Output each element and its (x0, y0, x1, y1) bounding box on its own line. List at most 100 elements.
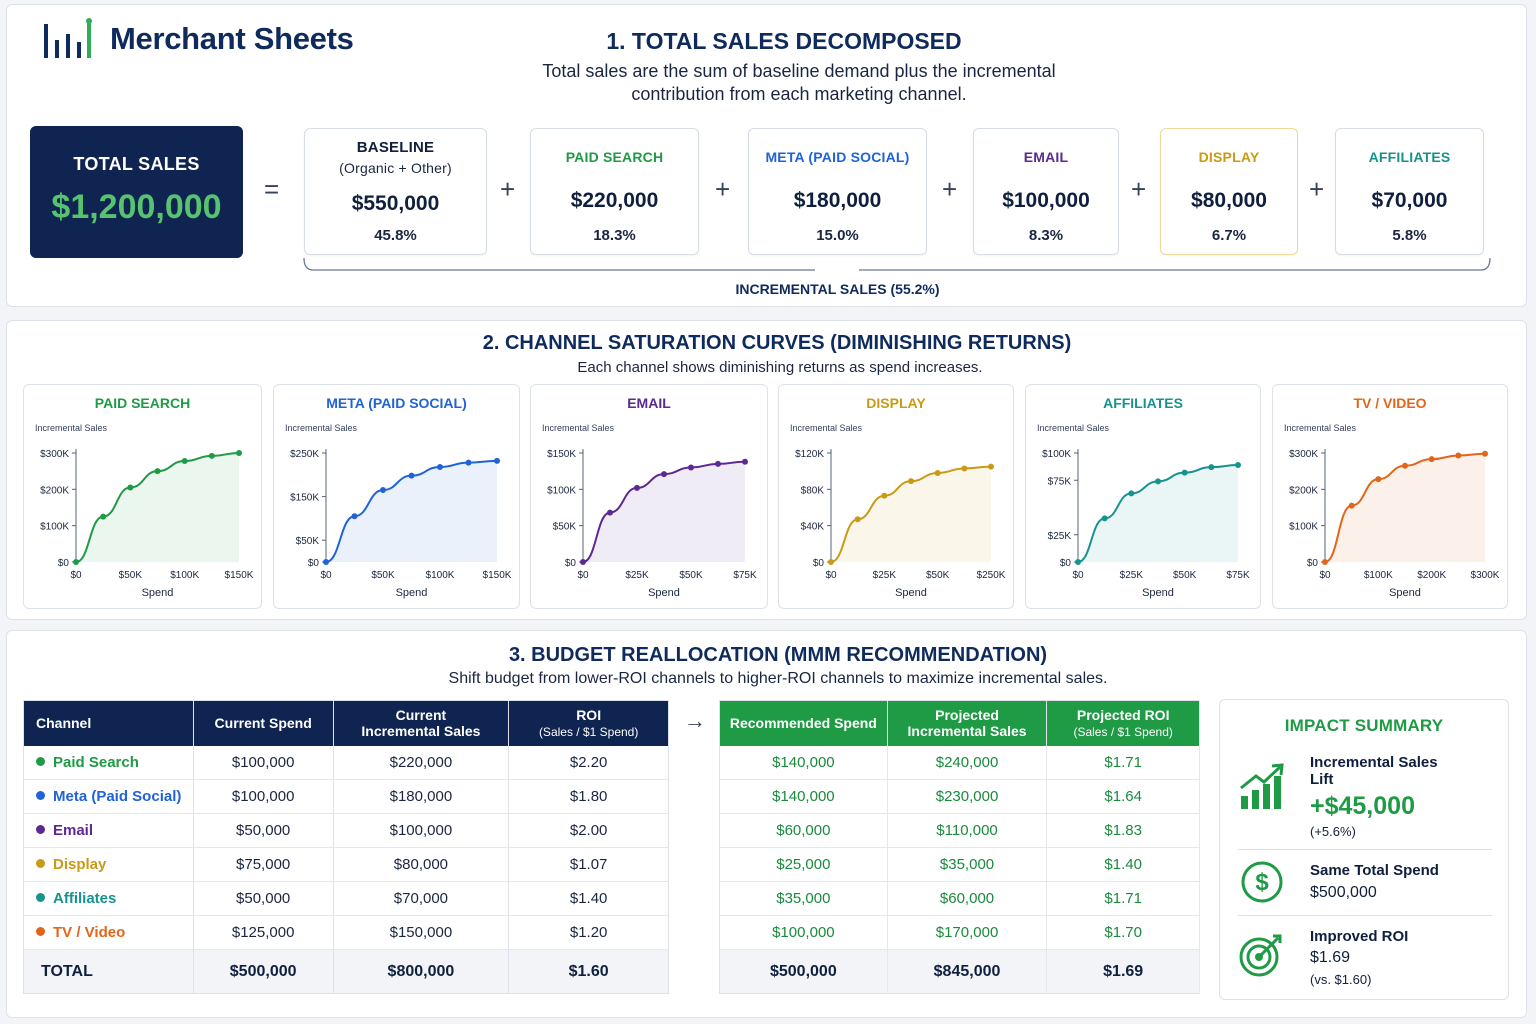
component-pct: 45.8% (374, 227, 417, 244)
data-point (323, 559, 329, 565)
x-axis-label: Spend (396, 587, 428, 599)
y-tick-label: $150K (290, 493, 319, 504)
component-value: $550,000 (351, 192, 440, 215)
component-name: EMAIL (1023, 149, 1069, 165)
header-recommended-spend: Recommended Spend (719, 700, 888, 746)
table-row: Affiliates $50,000 $70,000 $1.40 (23, 881, 669, 916)
component-card-baseline: BASELINE (Organic + Other) $550,000 45.8% (304, 128, 487, 255)
data-point (351, 513, 358, 520)
table-row: $140,000 $240,000 $1.71 (719, 745, 1200, 780)
section3-subtitle: Shift budget from lower-ROI channels to … (448, 670, 1108, 687)
channel-name: Paid Search (53, 753, 139, 771)
y-tick-label: $100K (1289, 522, 1318, 533)
dollar-circle-icon: $ (1241, 861, 1283, 903)
bar-chart-logo-icon (44, 18, 92, 58)
current-sales-cell: $180,000 (333, 779, 510, 814)
data-point (908, 478, 914, 485)
x-tick-label: $25K (873, 570, 897, 581)
current-spend-cell: $100,000 (193, 745, 334, 780)
component-value: $80,000 (1191, 189, 1267, 212)
chart-ylabel: Incremental Sales (790, 423, 863, 433)
data-point (988, 463, 994, 470)
x-axis-label: Spend (648, 587, 680, 599)
x-tick-label: $50K (926, 570, 950, 581)
y-tick-label: $0 (1307, 558, 1319, 569)
sales-lift-value: +$45,000 (1310, 792, 1415, 820)
projected-roi-cell: $1.40 (1046, 847, 1200, 882)
current-roi-cell: $1.20 (508, 915, 669, 950)
data-point (181, 457, 188, 464)
projected-sales-cell: $60,000 (887, 881, 1048, 916)
data-point (127, 484, 134, 491)
table-row: $35,000 $60,000 $1.71 (719, 881, 1200, 916)
channel-dot-icon (36, 859, 45, 868)
saturation-chart-tv-video: TV / VIDEO Incremental Sales $0 $100K $200K $… (1272, 384, 1508, 609)
data-point (828, 559, 834, 565)
x-tick-label: $200K (1417, 570, 1446, 581)
chart-ylabel: Incremental Sales (285, 423, 358, 433)
total-current-spend: $500,000 (193, 949, 334, 994)
header-channel: Channel (23, 700, 194, 746)
incremental-brace (303, 258, 1491, 271)
chart-title: META (PAID SOCIAL) (326, 395, 467, 411)
impact-improved-roi: Improved ROI $1.69 (vs. $1.60) (1238, 928, 1492, 992)
table-row: $25,000 $35,000 $1.40 (719, 847, 1200, 882)
table-row: $60,000 $110,000 $1.83 (719, 813, 1200, 848)
saturation-chart-meta-paid-social: META (PAID SOCIAL) Incremental Sales $0 $50… (273, 384, 520, 609)
chart-title: DISPLAY (866, 395, 926, 411)
channel-name: Email (53, 822, 94, 839)
table-row: TV / Video $125,000 $150,000 $1.20 (23, 915, 669, 950)
component-pct: 15.0% (816, 227, 859, 244)
channel-name: TV / Video (53, 924, 126, 941)
chart-title: AFFILIATES (1103, 395, 1183, 411)
curve-area (76, 453, 239, 562)
saturation-chart-display: DISPLAY Incremental Sales $0 $40K $80K $120K $… (778, 384, 1014, 609)
x-tick-label: $50K (371, 570, 395, 581)
header-projected-sales: Projected Incremental Sales (887, 700, 1048, 746)
component-pct: 6.7% (1211, 227, 1247, 244)
component-value: $220,000 (570, 189, 659, 212)
component-card-paid-search: PAID SEARCH $220,000 18.3% (530, 128, 699, 255)
chart-ylabel: Incremental Sales (1284, 423, 1357, 433)
x-axis-label: Spend (895, 587, 927, 599)
data-point (1181, 469, 1188, 476)
header-projected-roi-line2: (Sales / $1 Spend) (1073, 724, 1173, 739)
recommended-spend-cell: $140,000 (719, 779, 888, 814)
header-current-sales: Current Incremental Sales (333, 700, 510, 746)
current-sales-cell: $220,000 (333, 745, 510, 780)
y-tick-label: $250K (290, 449, 319, 460)
section1-title: 1. TOTAL SALES DECOMPOSED (606, 28, 962, 54)
arrow-right-icon: → (684, 708, 706, 733)
data-point (580, 559, 586, 565)
header-roi: ROI (Sales / $1 Spend) (508, 700, 669, 746)
same-spend-value: $500,000 (1310, 884, 1377, 901)
saturation-chart-paid-search: PAID SEARCH Incremental Sales $0 $100K $200K… (23, 384, 262, 609)
data-point (380, 487, 386, 494)
x-tick-label: $150K (225, 570, 254, 581)
header-projected-roi: Projected ROI (Sales / $1 Spend) (1046, 700, 1200, 746)
data-point (208, 452, 215, 459)
section2-title: 2. CHANNEL SATURATION CURVES (DIMINISHIN… (482, 332, 1072, 354)
channel-dot-icon (36, 825, 45, 834)
data-point (1235, 461, 1241, 468)
saturation-chart-affiliates: AFFILIATES Incremental Sales $0 $25K $75K $10… (1025, 384, 1261, 609)
channel-cell: Display (23, 847, 194, 882)
saturation-chart-email: EMAIL Incremental Sales $0 $50K $100K $150K $0… (530, 384, 768, 609)
x-tick-label: $150K (483, 570, 512, 581)
table-row: Paid Search $100,000 $220,000 $2.20 (23, 745, 669, 780)
projected-sales-cell: $35,000 (887, 847, 1048, 882)
component-pct: 18.3% (593, 227, 636, 244)
data-point (73, 559, 79, 565)
projected-roi-cell: $1.70 (1046, 915, 1200, 950)
chart-ylabel: Incremental Sales (35, 423, 108, 433)
y-tick-label: $0 (1060, 558, 1072, 569)
header-current-spend: Current Spend (193, 700, 334, 746)
current-roi-cell: $1.07 (508, 847, 669, 882)
total-row: $500,000 $845,000 $1.69 (719, 949, 1200, 994)
data-point (961, 465, 968, 472)
y-tick-label: $0 (58, 558, 70, 569)
y-tick-label: $100K (547, 485, 576, 496)
total-projected-sales: $845,000 (887, 949, 1048, 994)
plus-sign: + (1309, 174, 1325, 204)
data-point (1375, 476, 1382, 483)
